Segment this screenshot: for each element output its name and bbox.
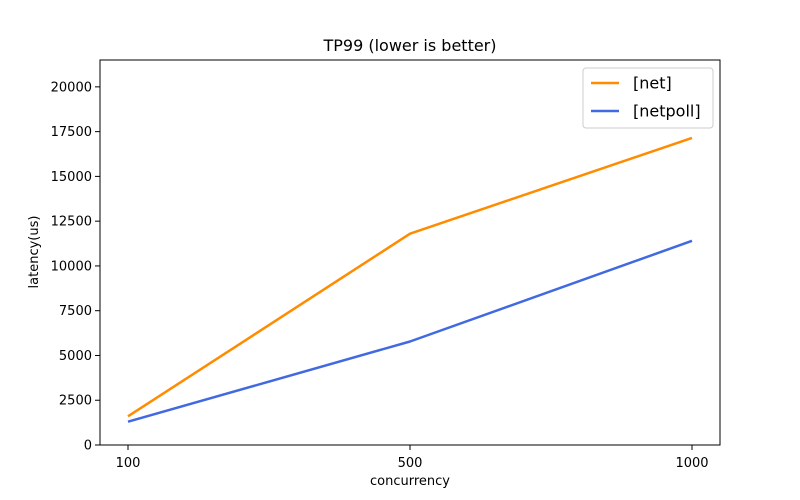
x-tick-label: 500	[398, 456, 423, 471]
y-tick-label: 17500	[51, 125, 92, 140]
series-lines	[127, 136, 693, 423]
x-axis: 100 500 1000	[116, 445, 709, 471]
series-line-0	[127, 136, 693, 418]
legend-label: [net]	[633, 74, 672, 93]
y-tick-label: 15000	[51, 170, 92, 185]
legend: [net] [netpoll]	[582, 67, 714, 129]
x-tick-label: 100	[116, 456, 141, 471]
y-axis-label: latency(us)	[27, 216, 42, 289]
y-axis: 0 2500 5000 7500 10000 12500 15000 17500 20000	[51, 80, 100, 454]
y-tick-label: 5000	[59, 349, 92, 364]
legend-label: [netpoll]	[633, 102, 701, 121]
y-tick-label: 20000	[51, 80, 92, 95]
y-tick-label: 12500	[51, 215, 92, 230]
y-tick-label: 2500	[59, 394, 92, 409]
y-tick-label: 0	[84, 439, 92, 454]
y-tick-label: 7500	[59, 304, 92, 319]
y-tick-label: 10000	[51, 259, 92, 274]
series-line-1	[127, 239, 693, 423]
chart-title: TP99 (lower is better)	[322, 36, 496, 55]
x-axis-label: concurrency	[370, 474, 450, 489]
x-tick-label: 1000	[675, 456, 708, 471]
